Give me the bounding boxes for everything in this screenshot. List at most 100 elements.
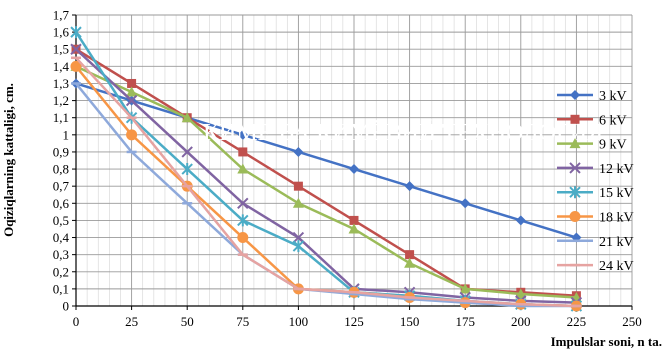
legend-swatch-marker	[570, 90, 580, 100]
series-line	[75, 82, 577, 239]
x-tick-label: 250	[622, 314, 642, 329]
legend-swatch-marker	[570, 114, 580, 124]
data-point	[293, 146, 304, 157]
y-tick-label: 0,3	[53, 247, 69, 262]
legend-item: 9 kV	[557, 138, 627, 153]
data-point	[292, 231, 305, 244]
legend-item: 3 kV	[557, 89, 627, 104]
series-group	[70, 26, 583, 312]
data-point	[181, 112, 193, 123]
y-tick-label: 0,6	[53, 196, 70, 211]
data-point	[515, 215, 526, 226]
data-point	[515, 288, 527, 299]
x-tick-label: 75	[236, 314, 249, 329]
data-point	[127, 78, 137, 88]
data-point	[125, 94, 138, 107]
data-point	[460, 198, 471, 209]
x-tick-label: 50	[181, 314, 194, 329]
x-tick-label: 0	[73, 314, 80, 329]
legend-label: 18 kV	[599, 211, 634, 226]
data-point	[70, 60, 82, 72]
y-tick-label: 1,4	[53, 59, 70, 74]
y-tick-label: 1,3	[53, 76, 69, 91]
legend-label: 24 kV	[599, 259, 634, 274]
overlay-watermark-text: КИМЁ ВА КИМЁВИЙ ТЕХНОЛОГИЯ	[203, 120, 603, 146]
legend-swatch-marker	[569, 186, 581, 199]
legend-label: 12 kV	[599, 162, 634, 177]
y-tick-label: 0,5	[53, 213, 69, 228]
legend-item: 24 kV	[557, 259, 634, 274]
x-tick-label: 150	[400, 314, 420, 329]
x-axis-label: Impulslar soni, n ta.	[551, 334, 662, 349]
legend-label: 3 kV	[599, 89, 627, 104]
y-tick-label: 0,2	[53, 264, 69, 279]
series-9-kv	[70, 60, 582, 302]
y-tick-label: 0,7	[53, 179, 70, 194]
legend: 3 kV 6 kV 9 kV 12 kV 15 kV 18 kV 21 kV 24 kV	[557, 89, 634, 274]
series-line	[75, 56, 577, 308]
legend-label: 6 kV	[599, 113, 627, 128]
x-tick-label: 225	[567, 314, 587, 329]
y-tick-label: 1	[63, 127, 70, 142]
data-point	[181, 163, 193, 176]
data-point	[181, 146, 193, 158]
y-tick-label: 1,7	[53, 8, 70, 23]
legend-label: 9 kV	[599, 138, 627, 153]
data-point	[349, 164, 359, 175]
legend-item: 6 kV	[557, 113, 627, 128]
data-point	[293, 181, 303, 191]
data-point	[349, 215, 359, 225]
x-tick-label: 125	[344, 314, 364, 329]
x-tick-label: 100	[289, 314, 309, 329]
legend-label: 21 kV	[599, 235, 634, 250]
data-point	[237, 214, 249, 227]
x-tick-label: 175	[455, 314, 475, 329]
y-tick-label: 0	[63, 299, 70, 314]
data-point	[126, 86, 138, 97]
legend-swatch-marker	[569, 138, 581, 149]
series-24-kv	[71, 56, 582, 308]
data-point	[459, 283, 471, 294]
legend-item: 18 kV	[557, 211, 634, 226]
x-tick-label: 200	[511, 314, 531, 329]
legend-label: 15 kV	[599, 186, 634, 201]
x-tick-label: 25	[125, 314, 138, 329]
y-tick-label: 0,1	[53, 281, 69, 296]
series-3-kv	[71, 78, 582, 243]
legend-item: 15 kV	[557, 186, 634, 201]
y-tick-label: 0,4	[53, 230, 70, 245]
legend-swatch-marker	[569, 211, 581, 222]
legend-item: 21 kV	[557, 235, 634, 250]
data-point	[292, 197, 304, 208]
data-point	[348, 223, 360, 234]
y-tick-label: 1,1	[53, 110, 69, 125]
legend-item: 12 kV	[557, 162, 634, 177]
series-line	[75, 48, 577, 297]
y-tick-label: 0,8	[53, 162, 69, 177]
data-point	[237, 232, 249, 244]
data-point	[405, 250, 415, 260]
series-line	[75, 82, 577, 308]
data-point	[70, 43, 82, 55]
data-point	[292, 240, 305, 253]
data-point	[238, 147, 248, 157]
y-tick-label: 1,5	[53, 42, 69, 57]
series-line	[75, 65, 577, 299]
y-tick-labels: 0 0,1 0,2 0,3 0,4 0,5 0,6 0,7 0,8 0,9 1 1,1 1,2 1,3 1,…	[53, 8, 70, 314]
data-point	[126, 129, 138, 141]
x-tick-labels: 0 25 50 75 100 125 150 175 200 225 250	[73, 314, 642, 329]
data-point	[404, 257, 416, 268]
y-tick-label: 1,6	[53, 25, 70, 40]
y-tick-label: 0,9	[53, 144, 69, 159]
y-tick-label: 1,2	[53, 93, 69, 108]
series-line	[75, 48, 577, 304]
data-point	[70, 26, 82, 39]
legend-swatch-marker	[569, 162, 581, 174]
data-point	[237, 163, 249, 174]
y-axis-label: Oqiziqlarning kattaligi, cm.	[1, 83, 16, 237]
data-point	[237, 129, 248, 140]
data-point	[404, 181, 415, 192]
data-point	[237, 197, 249, 210]
axes	[72, 14, 633, 310]
